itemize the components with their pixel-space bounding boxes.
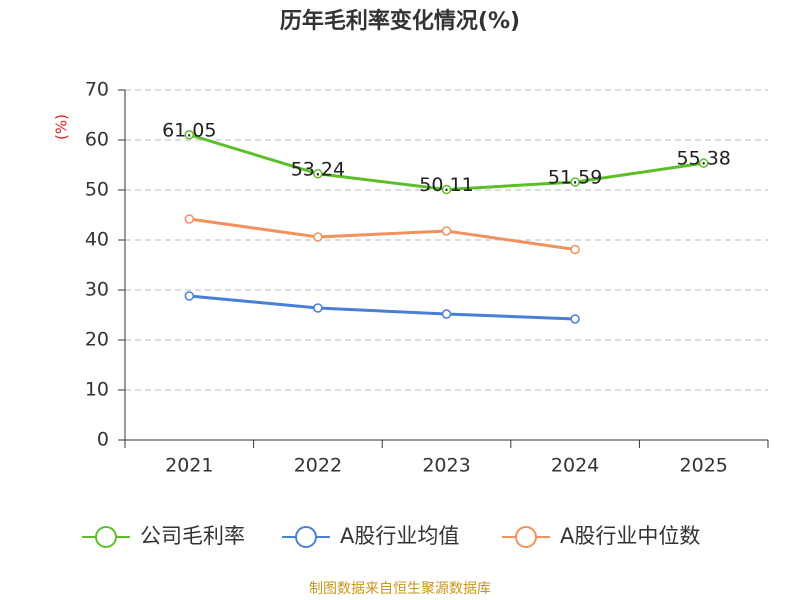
legend-label: 公司毛利率	[140, 524, 245, 548]
y-axis-label: (%)	[53, 114, 71, 140]
y-tick-label: 30	[85, 279, 109, 301]
data-point	[441, 226, 452, 236]
legend-label: A股行业均值	[340, 524, 459, 548]
series-line	[189, 217, 576, 251]
data-point	[313, 169, 323, 179]
data-point	[184, 291, 195, 301]
data-point	[184, 214, 195, 224]
data-point	[441, 309, 452, 319]
y-tick-label: 0	[97, 429, 109, 451]
source-note: 制图数据来自恒生聚源数据库	[309, 581, 491, 597]
chart-title: 历年毛利率变化情况(%)	[280, 8, 520, 34]
data-point	[313, 303, 323, 313]
data-label: 61.05	[162, 119, 216, 141]
y-tick-label: 10	[85, 379, 109, 401]
x-tick-label: 2023	[422, 455, 470, 477]
y-tick-label: 70	[85, 79, 109, 101]
legend-label: A股行业中位数	[560, 524, 700, 548]
data-point	[570, 244, 580, 255]
data-label: 51.59	[548, 167, 602, 189]
data-point	[313, 232, 323, 242]
y-tick-label: 20	[85, 329, 109, 351]
data-point	[441, 184, 452, 195]
x-tick-label: 2022	[294, 455, 342, 477]
data-point	[698, 158, 709, 168]
data-label: 53.24	[291, 158, 345, 180]
legend-marker	[295, 526, 317, 548]
x-tick-label: 2021	[165, 455, 213, 477]
data-point	[570, 177, 580, 187]
data-point	[184, 130, 195, 140]
x-tick-label: 2025	[680, 455, 728, 477]
series-line	[189, 294, 576, 321]
data-point	[570, 314, 580, 324]
legend-marker	[95, 526, 117, 548]
y-tick-label: 60	[85, 129, 109, 151]
legend-marker	[515, 526, 537, 548]
y-tick-label: 40	[85, 229, 109, 251]
data-label: 50.11	[419, 174, 473, 196]
data-label: 55.38	[676, 148, 730, 170]
y-tick-label: 50	[85, 179, 109, 201]
x-tick-label: 2024	[551, 455, 599, 477]
